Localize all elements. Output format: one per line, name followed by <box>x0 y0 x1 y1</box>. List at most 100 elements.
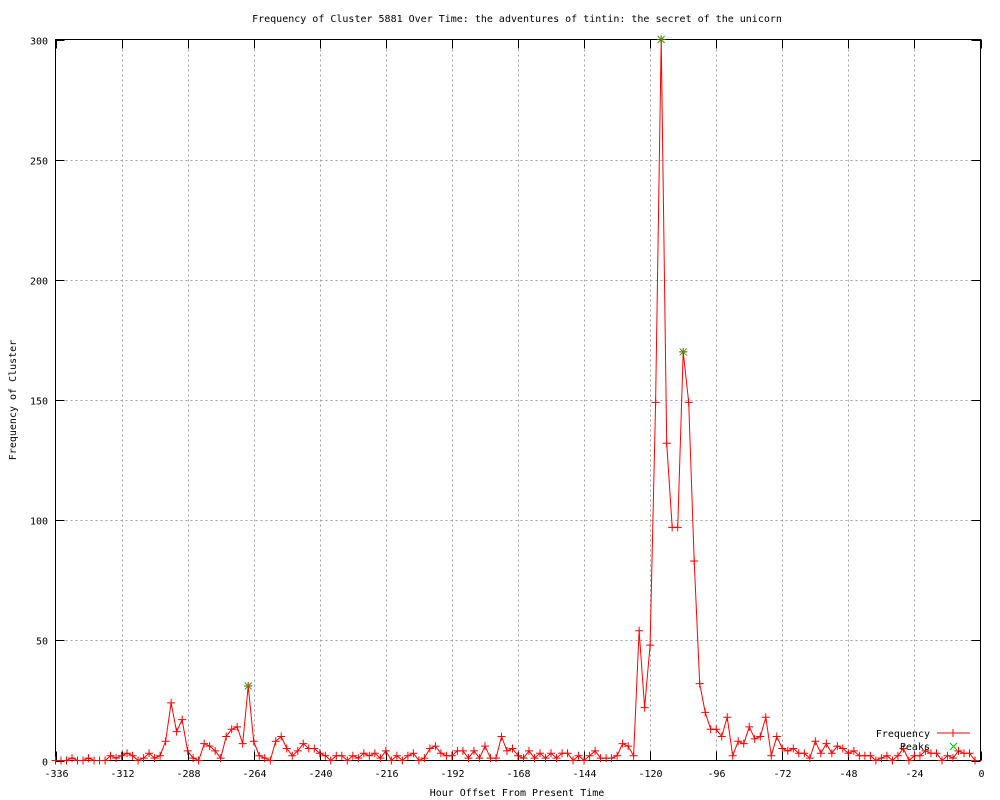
x-tick-label: -216 <box>374 769 398 780</box>
frequency-point <box>514 751 522 760</box>
x-axis-label: Hour Offset From Present Time <box>430 788 605 799</box>
frequency-point <box>321 751 330 760</box>
frequency-point <box>343 756 352 765</box>
frequency-point <box>106 751 115 760</box>
x-tick-label: -96 <box>707 769 725 780</box>
frequency-point <box>458 746 467 755</box>
legend-label-frequency: Frequency <box>876 729 930 740</box>
chart-title: Frequency of Cluster 5881 Over Time: the… <box>252 14 782 25</box>
frequency-point <box>112 754 121 763</box>
frequency-point <box>194 756 203 765</box>
ticks: -336 -312 -288 -264 -240 -216 -192 -168 -144 -120… <box>30 37 985 781</box>
frequency-point <box>480 742 489 751</box>
frequency-point <box>871 756 880 765</box>
frequency-point <box>282 744 291 753</box>
frequency-point <box>68 754 77 763</box>
x-tick-label: -48 <box>839 769 857 780</box>
frequency-point <box>591 746 600 755</box>
frequency-point <box>552 754 561 763</box>
frequency-point <box>618 739 627 748</box>
frequency-point <box>508 744 517 753</box>
frequency-point <box>613 751 622 760</box>
x-tick-label: -24 <box>905 769 923 780</box>
frequency-point <box>145 749 154 758</box>
frequency-point <box>376 754 385 763</box>
frequency-point <box>62 756 71 765</box>
frequency-point <box>849 746 858 755</box>
y-tick-label: 300 <box>30 37 48 48</box>
frequency-point <box>844 749 853 758</box>
frequency-point <box>937 756 946 765</box>
frequency-point <box>833 742 842 751</box>
x-tick-label: -240 <box>308 769 332 780</box>
frequency-point <box>805 754 814 763</box>
x-tick-label: -120 <box>638 769 662 780</box>
frequency-point <box>156 751 165 760</box>
frequency-point <box>425 744 434 753</box>
frequency-point <box>646 641 655 650</box>
frequency-point <box>882 751 891 760</box>
frequency-point <box>277 732 286 741</box>
frequency-point <box>398 756 407 765</box>
frequency-point <box>79 756 88 765</box>
y-tick-label: 200 <box>30 277 48 288</box>
frequency-point <box>464 754 473 763</box>
y-tick-label: 150 <box>30 397 48 408</box>
frequency-point <box>789 744 798 753</box>
frequency-point <box>370 749 379 758</box>
frequency-point <box>183 746 192 755</box>
frequency-point <box>778 744 787 753</box>
frequency-point <box>624 742 633 751</box>
plot-border <box>55 39 981 761</box>
frequency-point <box>409 749 418 758</box>
frequency-point <box>447 751 456 760</box>
frequency-point <box>271 737 280 746</box>
frequency-point <box>816 749 825 758</box>
y-tick-label: 0 <box>42 758 48 769</box>
frequency-point <box>293 746 302 755</box>
frequency-point <box>392 751 401 760</box>
frequency-point <box>216 754 225 763</box>
frequency-point <box>915 751 924 760</box>
frequency-point <box>436 749 445 758</box>
frequency-point <box>255 751 264 760</box>
frequency-point <box>717 732 726 741</box>
frequency-point <box>574 751 583 760</box>
peak-point <box>657 35 666 44</box>
frequency-point <box>519 754 528 763</box>
legend-marker-frequency <box>949 729 957 737</box>
frequency-point <box>84 754 93 763</box>
legend: Frequency Peaks <box>876 729 970 753</box>
frequency-point <box>690 557 699 566</box>
frequency-point <box>970 756 979 765</box>
frequency-point <box>117 751 126 760</box>
frequency-point <box>838 744 847 753</box>
frequency-point <box>629 751 638 760</box>
frequency-point <box>943 751 952 760</box>
frequency-point <box>150 754 159 763</box>
frequency-point <box>387 756 396 765</box>
frequency-point <box>761 713 770 722</box>
frequency-point <box>222 732 231 741</box>
frequency-point <box>211 746 220 755</box>
frequency-point <box>475 754 484 763</box>
frequency-point <box>728 751 737 760</box>
x-tick-label: 0 <box>978 769 984 780</box>
frequency-point <box>288 751 297 760</box>
frequency-point <box>178 715 187 724</box>
frequency-point <box>266 756 275 765</box>
frequency-point <box>783 746 792 755</box>
frequency-point <box>161 737 170 746</box>
frequency-point <box>525 746 534 755</box>
frequency-point <box>635 626 644 635</box>
peak-point <box>244 682 253 690</box>
frequency-point <box>233 722 242 731</box>
frequency-point <box>530 754 539 763</box>
y-tick-label: 50 <box>36 637 48 648</box>
frequency-point <box>800 749 809 758</box>
frequency-point <box>822 739 831 748</box>
frequency-point <box>238 739 247 748</box>
frequency-point <box>414 756 423 765</box>
frequency-point <box>101 756 110 765</box>
frequency-point <box>167 698 176 707</box>
